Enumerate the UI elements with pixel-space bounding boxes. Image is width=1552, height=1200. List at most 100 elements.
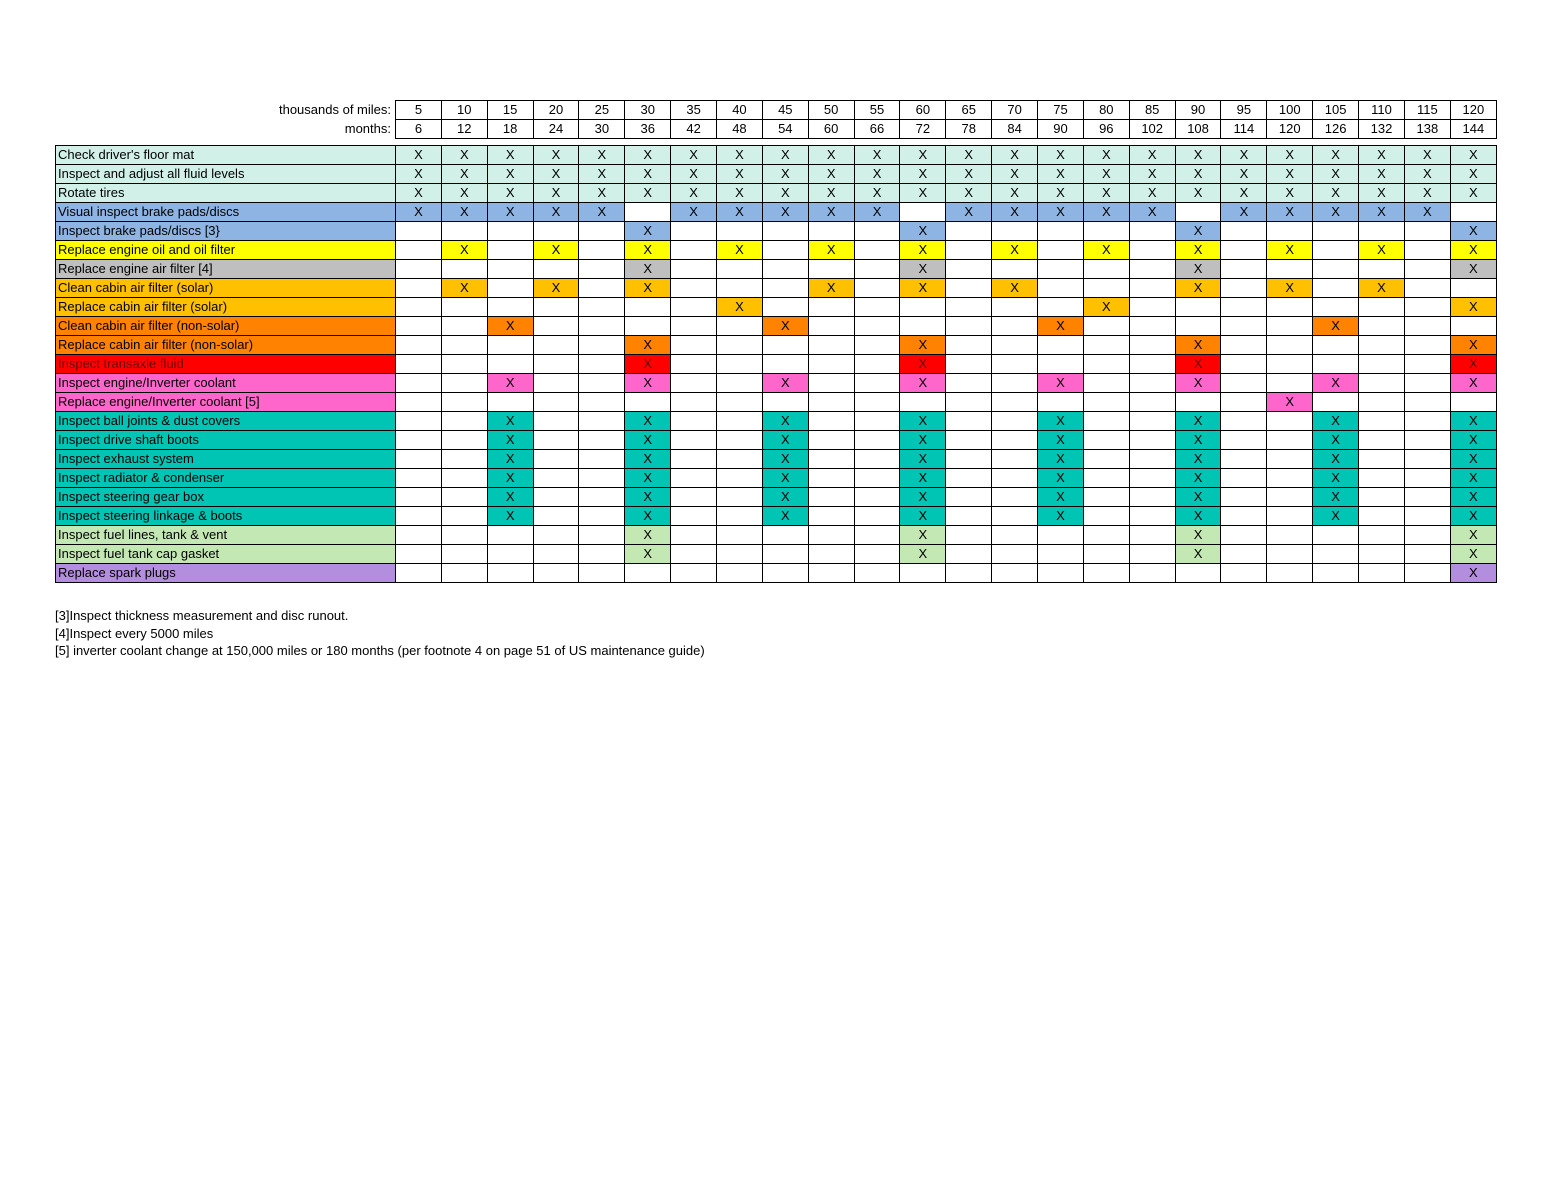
task-cell [1450,393,1496,412]
task-cell [579,412,625,431]
task-cell: X [900,450,946,469]
task-cell [946,469,992,488]
task-cell [1267,355,1313,374]
header-miles-cell: 120 [1450,101,1496,120]
task-cell: X [900,146,946,165]
task-cell [854,298,900,317]
task-label: Inspect fuel tank cap gasket [56,545,396,564]
task-cell [1267,374,1313,393]
task-cell [808,488,854,507]
task-cell: X [1450,526,1496,545]
task-cell [762,564,808,583]
task-cell [1450,279,1496,298]
task-cell [762,260,808,279]
task-cell [487,222,533,241]
task-cell [946,355,992,374]
task-cell: X [1083,203,1129,222]
task-cell: X [533,165,579,184]
task-cell: X [717,298,763,317]
task-cell: X [808,184,854,203]
task-cell: X [1038,450,1084,469]
task-cell: X [625,146,671,165]
task-cell: X [808,279,854,298]
task-cell [671,222,717,241]
task-cell [487,564,533,583]
task-cell: X [1359,279,1405,298]
task-cell [992,260,1038,279]
table-row: Inspect radiator & condenserXXXXXXXX [56,469,1497,488]
table-row: Inspect transaxle fluidXXXX [56,355,1497,374]
task-cell: X [441,165,487,184]
task-cell [717,336,763,355]
task-cell [717,564,763,583]
task-cell: X [762,374,808,393]
task-label: Inspect ball joints & dust covers [56,412,396,431]
task-cell: X [900,431,946,450]
task-cell [1129,336,1175,355]
task-cell: X [441,241,487,260]
task-cell [992,298,1038,317]
task-cell [1404,564,1450,583]
task-cell [1175,298,1221,317]
task-cell [1404,393,1450,412]
task-cell: X [1038,469,1084,488]
task-cell: X [992,165,1038,184]
task-cell [1313,393,1359,412]
task-cell: X [992,279,1038,298]
task-cell: X [1083,184,1129,203]
task-cell [671,336,717,355]
task-cell: X [1038,431,1084,450]
task-cell: X [717,241,763,260]
task-cell [1221,545,1267,564]
task-cell: X [762,317,808,336]
task-cell: X [1450,241,1496,260]
task-cell [1175,393,1221,412]
task-cell: X [1450,184,1496,203]
task-cell [671,412,717,431]
task-cell [717,450,763,469]
header-miles-cell: 15 [487,101,533,120]
task-cell [946,374,992,393]
task-cell: X [1313,184,1359,203]
task-cell: X [1175,146,1221,165]
task-cell: X [1450,336,1496,355]
task-cell: X [625,488,671,507]
task-label: Inspect engine/Inverter coolant [56,374,396,393]
task-cell [1221,374,1267,393]
task-cell [854,488,900,507]
header-months-cell: 42 [671,120,717,139]
header-months-cell: 12 [441,120,487,139]
task-cell [762,298,808,317]
task-cell [854,526,900,545]
task-cell: X [946,203,992,222]
task-cell [1221,393,1267,412]
task-cell [854,279,900,298]
task-cell [579,564,625,583]
task-cell: X [1267,203,1313,222]
task-cell: X [1129,165,1175,184]
task-cell [717,355,763,374]
task-cell [533,374,579,393]
task-cell [1129,488,1175,507]
task-cell: X [441,279,487,298]
task-cell [1267,222,1313,241]
task-cell [671,431,717,450]
task-cell: X [1450,222,1496,241]
task-cell [854,317,900,336]
task-cell [1038,526,1084,545]
task-cell [1221,431,1267,450]
task-cell: X [1313,317,1359,336]
task-cell: X [1175,355,1221,374]
task-cell [579,298,625,317]
task-cell: X [900,222,946,241]
task-cell: X [900,526,946,545]
task-cell [1267,450,1313,469]
task-cell [671,545,717,564]
task-cell [533,393,579,412]
task-cell: X [487,488,533,507]
header-miles-cell: 100 [1267,101,1313,120]
task-cell: X [808,203,854,222]
task-cell [1083,393,1129,412]
task-cell [1083,545,1129,564]
task-cell: X [900,184,946,203]
